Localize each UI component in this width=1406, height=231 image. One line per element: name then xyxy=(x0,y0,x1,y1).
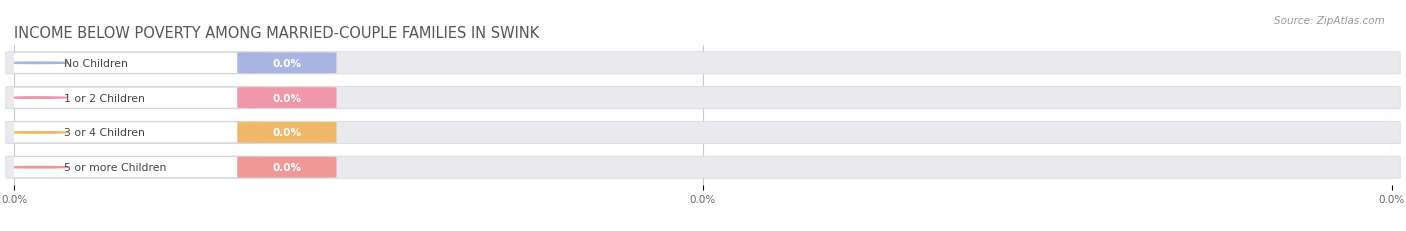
Text: No Children: No Children xyxy=(63,58,128,69)
FancyBboxPatch shape xyxy=(1,88,262,109)
FancyBboxPatch shape xyxy=(6,156,1400,179)
Circle shape xyxy=(7,132,67,134)
FancyBboxPatch shape xyxy=(238,88,336,109)
Text: 1 or 2 Children: 1 or 2 Children xyxy=(63,93,145,103)
FancyBboxPatch shape xyxy=(1,157,262,178)
Text: 3 or 4 Children: 3 or 4 Children xyxy=(63,128,145,138)
Circle shape xyxy=(7,97,67,99)
FancyBboxPatch shape xyxy=(238,53,336,74)
FancyBboxPatch shape xyxy=(1,122,262,143)
Circle shape xyxy=(7,63,67,64)
Circle shape xyxy=(7,167,67,168)
Text: 0.0%: 0.0% xyxy=(273,162,301,173)
FancyBboxPatch shape xyxy=(238,157,336,178)
Text: INCOME BELOW POVERTY AMONG MARRIED-COUPLE FAMILIES IN SWINK: INCOME BELOW POVERTY AMONG MARRIED-COUPL… xyxy=(14,26,540,41)
Text: 5 or more Children: 5 or more Children xyxy=(63,162,166,173)
Text: 0.0%: 0.0% xyxy=(273,128,301,138)
FancyBboxPatch shape xyxy=(6,87,1400,109)
FancyBboxPatch shape xyxy=(238,122,336,143)
FancyBboxPatch shape xyxy=(6,122,1400,144)
Text: 0.0%: 0.0% xyxy=(273,93,301,103)
Text: Source: ZipAtlas.com: Source: ZipAtlas.com xyxy=(1274,16,1385,26)
Text: 0.0%: 0.0% xyxy=(273,58,301,69)
FancyBboxPatch shape xyxy=(1,53,262,74)
FancyBboxPatch shape xyxy=(6,52,1400,75)
